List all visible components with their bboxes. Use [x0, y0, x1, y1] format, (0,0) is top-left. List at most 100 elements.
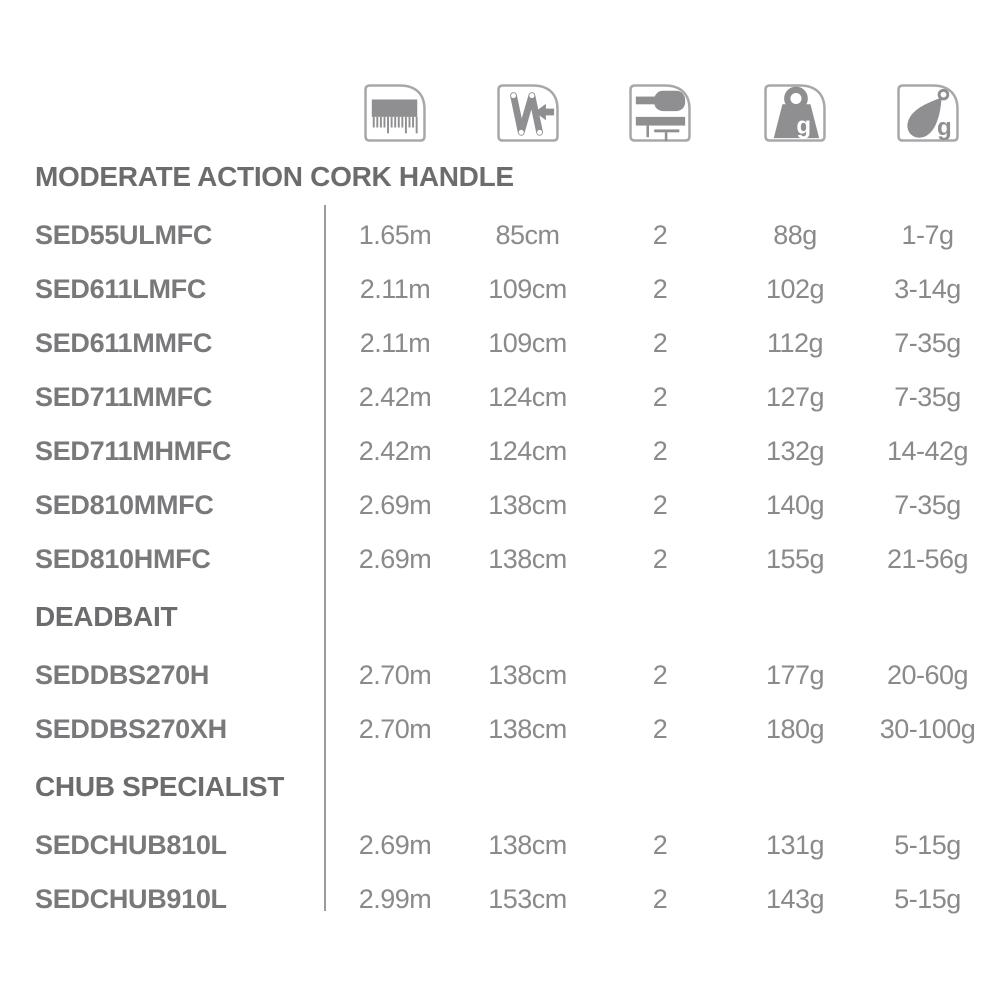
length-icon	[364, 84, 426, 142]
model-code: SEDCHUB910L	[35, 883, 227, 914]
weight-value: 180g	[765, 713, 825, 744]
transport-length-value: 138cm	[488, 829, 567, 860]
section-row: MODERATE ACTION CORK HANDLE	[0, 146, 1000, 208]
section-header: CHUB SPECIALIST	[35, 771, 285, 802]
weight-icon-gram-glyph: g	[796, 112, 811, 139]
model-code: SEDDBS270H	[35, 659, 210, 690]
casting-weight-value: 7-35g	[894, 381, 961, 412]
table-row: SED711MMFC 2.42m 124cm 2 127g 7-35g	[0, 370, 1000, 424]
section-row: DEADBAIT	[0, 586, 1000, 648]
casting-weight-value: 5-15g	[894, 829, 961, 860]
transport-length-value: 124cm	[488, 435, 567, 466]
table-row: SED611LMFC 2.11m 109cm 2 102g 3-14g	[0, 262, 1000, 316]
table-row: SED611MMFC 2.11m 109cm 2 112g 7-35g	[0, 316, 1000, 370]
transport-length-value: 138cm	[488, 489, 567, 520]
sections-value: 2	[652, 659, 668, 690]
weight-column-header: g	[730, 84, 860, 146]
model-code: SED55ULMFC	[35, 219, 213, 250]
weight-icon: g	[764, 84, 826, 142]
length-value: 2.69m	[358, 489, 432, 520]
casting-weight-value: 7-35g	[894, 489, 961, 520]
sections-value: 2	[652, 327, 668, 358]
sections-value: 2	[652, 829, 668, 860]
table-row: SEDCHUB810L 2.69m 138cm 2 131g 5-15g	[0, 818, 1000, 872]
casting-weight-value: 1-7g	[901, 219, 954, 250]
weight-value: 140g	[765, 489, 825, 520]
casting-weight-icon: g	[896, 84, 959, 142]
model-code: SED711MHMFC	[35, 435, 232, 466]
model-code: SEDDBS270XH	[35, 713, 227, 744]
length-column-header	[325, 84, 465, 146]
length-value: 1.65m	[358, 219, 432, 250]
sections-value: 2	[652, 381, 668, 412]
transport-length-value: 109cm	[488, 273, 567, 304]
sections-icon	[629, 84, 691, 142]
transport-length-value: 138cm	[488, 659, 567, 690]
sections-value: 2	[652, 883, 668, 914]
length-value: 2.99m	[358, 883, 432, 914]
length-value: 2.42m	[358, 435, 432, 466]
casting-weight-column-header: g	[860, 84, 995, 146]
transport-length-column-header	[465, 84, 590, 146]
transport-length-value: 153cm	[488, 883, 567, 914]
transport-length-value: 138cm	[488, 713, 567, 744]
sections-value: 2	[652, 219, 668, 250]
table-body: MODERATE ACTION CORK HANDLE SED55ULMFC 1…	[0, 146, 1000, 926]
transport-length-icon	[496, 84, 559, 142]
model-code: SED711MMFC	[35, 381, 213, 412]
section-header: DEADBAIT	[35, 601, 178, 632]
model-code: SED611LMFC	[35, 273, 207, 304]
casting-weight-value: 7-35g	[894, 327, 961, 358]
table-row: SED55ULMFC 1.65m 85cm 2 88g 1-7g	[0, 208, 1000, 262]
sections-value: 2	[652, 273, 668, 304]
sections-column-header	[590, 84, 730, 146]
weight-value: 102g	[765, 273, 825, 304]
table-row: SEDCHUB910L 2.99m 153cm 2 143g 5-15g	[0, 872, 1000, 926]
casting-weight-icon-gram-glyph: g	[937, 114, 952, 141]
icon-header-row: g g	[0, 0, 1000, 146]
weight-value: 112g	[766, 327, 824, 358]
transport-length-value: 85cm	[495, 219, 560, 250]
casting-weight-value: 14-42g	[886, 435, 969, 466]
length-value: 2.70m	[358, 713, 432, 744]
weight-value: 155g	[765, 543, 825, 574]
table-row: SED810MMFC 2.69m 138cm 2 140g 7-35g	[0, 478, 1000, 532]
section-header: MODERATE ACTION CORK HANDLE	[35, 161, 514, 192]
length-value: 2.69m	[358, 829, 432, 860]
table-row: SEDDBS270XH 2.70m 138cm 2 180g 30-100g	[0, 702, 1000, 756]
transport-length-value: 109cm	[488, 327, 567, 358]
model-code: SED810HMFC	[35, 543, 211, 574]
column-divider	[324, 205, 326, 911]
length-value: 2.42m	[358, 381, 432, 412]
length-value: 2.70m	[358, 659, 432, 690]
weight-value: 88g	[773, 219, 817, 250]
weight-value: 127g	[765, 381, 825, 412]
length-value: 2.69m	[358, 543, 432, 574]
model-code: SED611MMFC	[35, 327, 213, 358]
table-row: SED711MHMFC 2.42m 124cm 2 132g 14-42g	[0, 424, 1000, 478]
table-row: SED810HMFC 2.69m 138cm 2 155g 21-56g	[0, 532, 1000, 586]
weight-value: 131g	[765, 829, 825, 860]
weight-value: 143g	[765, 883, 825, 914]
sections-value: 2	[652, 713, 668, 744]
length-value: 2.11m	[359, 327, 431, 358]
sections-value: 2	[652, 435, 668, 466]
weight-value: 132g	[765, 435, 825, 466]
corner-spacer	[0, 84, 325, 146]
sections-value: 2	[652, 543, 668, 574]
weight-value: 177g	[765, 659, 825, 690]
casting-weight-value: 20-60g	[886, 659, 969, 690]
casting-weight-value: 30-100g	[879, 713, 976, 744]
casting-weight-value: 5-15g	[894, 883, 961, 914]
model-code: SEDCHUB810L	[35, 829, 227, 860]
casting-weight-value: 3-14g	[894, 273, 961, 304]
table-row: SEDDBS270H 2.70m 138cm 2 177g 20-60g	[0, 648, 1000, 702]
sections-value: 2	[652, 489, 668, 520]
section-row: CHUB SPECIALIST	[0, 756, 1000, 818]
model-code: SED810MMFC	[35, 489, 214, 520]
casting-weight-value: 21-56g	[886, 543, 969, 574]
transport-length-value: 138cm	[488, 543, 567, 574]
length-value: 2.11m	[359, 273, 431, 304]
transport-length-value: 124cm	[488, 381, 567, 412]
